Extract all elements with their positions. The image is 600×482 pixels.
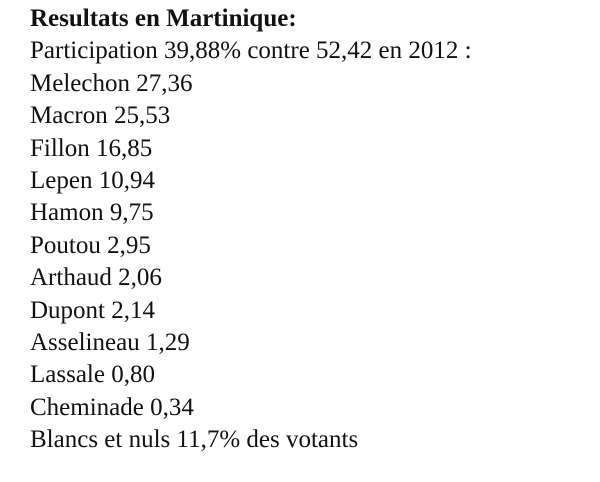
text-line: Dupont 2,14 xyxy=(30,296,155,324)
text-line: Arthaud 2,06 xyxy=(30,264,162,292)
text-line: Cheminade 0,34 xyxy=(30,393,194,421)
text-line: Melechon 27,36 xyxy=(30,69,193,97)
text-line: Fillon 16,85 xyxy=(30,134,153,162)
text-line: Macron 25,53 xyxy=(30,102,171,130)
text-line: Asselineau 1,29 xyxy=(30,329,190,357)
text-line: Lassale 0,80 xyxy=(30,361,155,389)
text-line: Participation 39,88% contre 52,42 en 201… xyxy=(30,37,472,65)
text-line: Hamon 9,75 xyxy=(30,199,154,227)
text-line: Lepen 10,94 xyxy=(30,167,155,195)
text-line: Poutou 2,95 xyxy=(30,231,151,259)
results-list: Participation 39,88% contre 52,42 en 201… xyxy=(30,35,600,456)
text-line: Blancs et nuls 11,7% des votants xyxy=(30,426,359,454)
heading: Resultats en Martinique: xyxy=(30,5,297,32)
